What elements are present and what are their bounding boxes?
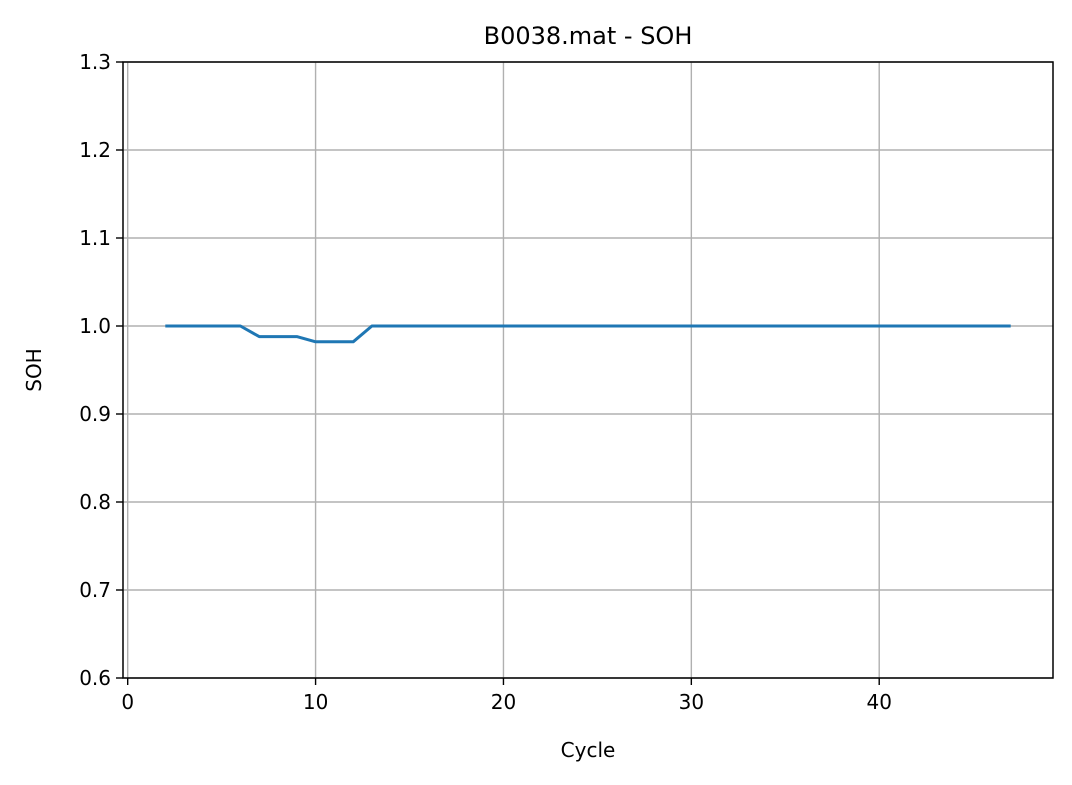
ticks: 0 10 20 30 40 0.6 0.7 0.8 0.9 1.0 1.1 1.2 1.3 bbox=[79, 50, 892, 714]
y-tick-label: 0.7 bbox=[79, 578, 111, 602]
y-tick-label: 0.8 bbox=[79, 490, 111, 514]
chart-title: B0038.mat - SOH bbox=[484, 22, 693, 50]
grid bbox=[123, 61, 1053, 679]
plot-frame bbox=[122, 61, 1054, 679]
x-tick-label: 0 bbox=[121, 690, 134, 714]
x-tick-label: 40 bbox=[866, 690, 891, 714]
y-tick-label: 1.2 bbox=[79, 138, 111, 162]
x-tick-label: 30 bbox=[679, 690, 704, 714]
y-tick-label: 1.0 bbox=[79, 314, 111, 338]
y-tick-label: 0.6 bbox=[79, 666, 111, 690]
x-tick-label: 20 bbox=[491, 690, 516, 714]
series-layer bbox=[165, 324, 1011, 344]
x-tick-label: 10 bbox=[303, 690, 328, 714]
y-tick-label: 1.3 bbox=[79, 50, 111, 74]
y-axis-title: SOH bbox=[22, 348, 46, 391]
y-tick-label: 0.9 bbox=[79, 402, 111, 426]
y-tick-label: 1.1 bbox=[79, 226, 111, 250]
x-axis-title: Cycle bbox=[561, 738, 616, 762]
soh-series-line bbox=[165, 324, 1011, 344]
